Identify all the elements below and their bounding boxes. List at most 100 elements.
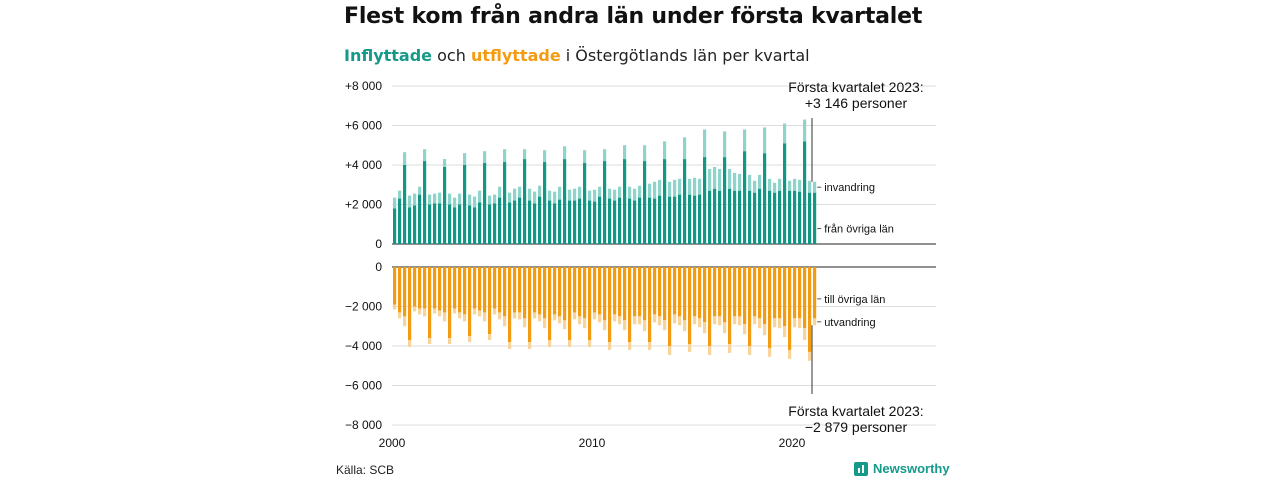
bar-outflow-other-counties xyxy=(663,267,667,321)
subtitle-and-word: och xyxy=(432,46,471,65)
bar-inflow-immigration xyxy=(438,192,442,204)
bar-inflow-other-counties xyxy=(513,200,517,244)
bar-inflow-other-counties xyxy=(728,188,732,244)
bar-inflow-immigration xyxy=(628,186,632,199)
bar-inflow-immigration xyxy=(638,185,642,198)
bar-outflow-emigration xyxy=(688,344,692,352)
bar-outflow-other-counties xyxy=(498,267,502,313)
bar-outflow-emigration xyxy=(788,349,792,359)
series-label-from-other-counties: från övriga län xyxy=(824,224,894,236)
bar-inflow-immigration xyxy=(763,127,767,154)
bar-outflow-other-counties xyxy=(408,267,412,341)
bar-outflow-other-counties xyxy=(733,267,737,317)
bar-inflow-other-counties xyxy=(703,157,707,244)
bar-outflow-emigration xyxy=(518,312,522,320)
bar-outflow-other-counties xyxy=(573,267,577,313)
bar-inflow-immigration xyxy=(488,195,492,205)
bar-inflow-immigration xyxy=(748,174,752,191)
bar-outflow-other-counties xyxy=(808,267,812,352)
bar-outflow-other-counties xyxy=(793,267,797,319)
bar-inflow-other-counties xyxy=(498,197,502,244)
bar-inflow-immigration xyxy=(648,183,652,198)
bar-inflow-other-counties xyxy=(433,203,437,244)
bar-inflow-other-counties xyxy=(518,197,522,244)
bar-outflow-other-counties xyxy=(473,267,477,309)
bar-inflow-other-counties xyxy=(463,165,467,244)
bar-inflow-other-counties xyxy=(543,162,547,244)
bar-outflow-other-counties xyxy=(493,267,497,309)
bar-outflow-emigration xyxy=(758,318,762,329)
bar-inflow-other-counties xyxy=(493,203,497,244)
bar-outflow-emigration xyxy=(663,320,667,331)
bar-inflow-immigration xyxy=(458,193,462,205)
bar-inflow-other-counties xyxy=(453,207,457,244)
bar-inflow-other-counties xyxy=(663,159,667,244)
bar-inflow-other-counties xyxy=(578,198,582,244)
bar-outflow-other-counties xyxy=(508,267,512,343)
bar-outflow-other-counties xyxy=(788,267,792,350)
bar-outflow-emigration xyxy=(763,324,767,336)
bar-outflow-other-counties xyxy=(593,267,597,313)
bar-outflow-other-counties xyxy=(478,267,482,311)
bar-outflow-emigration xyxy=(588,340,592,347)
bar-outflow-other-counties xyxy=(463,267,467,315)
bar-inflow-other-counties xyxy=(773,192,777,244)
bar-inflow-immigration xyxy=(728,168,732,189)
bar-outflow-emigration xyxy=(733,316,737,325)
bar-inflow-other-counties xyxy=(708,190,712,244)
bar-outflow-other-counties xyxy=(648,267,652,343)
subtitle-rest: i Östergötlands län per kvartal xyxy=(560,46,810,65)
bar-outflow-other-counties xyxy=(723,267,727,323)
bar-outflow-emigration xyxy=(553,314,557,321)
bottom-y-tick-label: 0 xyxy=(375,260,382,274)
bar-inflow-immigration xyxy=(633,188,637,201)
source-note: Källa: SCB xyxy=(336,463,395,477)
top-annotation-line1: Första kvartalet 2023: xyxy=(788,79,923,95)
series-label-emigration: utvandring xyxy=(824,317,875,329)
bar-outflow-emigration xyxy=(683,320,687,332)
bar-inflow-immigration xyxy=(478,190,482,203)
bottom-annotation-line2: −2 879 personer xyxy=(805,419,908,435)
bar-inflow-immigration xyxy=(788,180,792,191)
bar-outflow-emigration xyxy=(498,312,502,320)
chart-subtitle: Inflyttade och utflyttade i Östergötland… xyxy=(344,46,810,65)
bar-outflow-emigration xyxy=(603,320,607,331)
bar-outflow-other-counties xyxy=(503,267,507,317)
bar-inflow-other-counties xyxy=(718,190,722,244)
bar-inflow-other-counties xyxy=(638,197,642,244)
bar-inflow-other-counties xyxy=(713,188,717,244)
bar-inflow-immigration xyxy=(753,180,757,193)
x-tick-label: 2000 xyxy=(379,436,406,450)
bar-outflow-emigration xyxy=(753,316,757,325)
bar-outflow-other-counties xyxy=(623,267,627,321)
bar-inflow-other-counties xyxy=(393,208,397,244)
bar-outflow-emigration xyxy=(423,308,427,317)
chart-title: Flest kom från andra län under första kv… xyxy=(344,4,923,29)
bar-inflow-other-counties xyxy=(588,200,592,244)
bar-outflow-other-counties xyxy=(548,267,552,341)
bottom-y-tick-label: −6 000 xyxy=(345,379,382,393)
bar-outflow-other-counties xyxy=(753,267,757,317)
bar-inflow-immigration xyxy=(603,149,607,162)
bar-outflow-emigration xyxy=(583,318,587,329)
outflow-bars xyxy=(393,267,817,361)
bar-outflow-emigration xyxy=(538,314,542,322)
bar-outflow-emigration xyxy=(593,312,597,320)
bar-inflow-immigration xyxy=(513,188,517,201)
bar-inflow-other-counties xyxy=(613,200,617,244)
bar-outflow-other-counties xyxy=(568,267,572,341)
bar-outflow-emigration xyxy=(608,342,612,350)
bar-inflow-immigration xyxy=(408,195,412,208)
bar-outflow-emigration xyxy=(473,308,477,315)
bar-inflow-other-counties xyxy=(408,207,412,244)
bar-inflow-immigration xyxy=(813,181,817,193)
bar-inflow-immigration xyxy=(643,145,647,162)
bar-outflow-other-counties xyxy=(798,267,802,319)
bar-outflow-other-counties xyxy=(708,267,712,346)
bar-inflow-other-counties xyxy=(763,153,767,244)
bar-inflow-immigration xyxy=(798,179,802,192)
bar-outflow-other-counties xyxy=(598,267,602,315)
bar-inflow-immigration xyxy=(783,123,787,144)
bar-inflow-other-counties xyxy=(618,197,622,244)
bar-outflow-other-counties xyxy=(768,267,772,348)
